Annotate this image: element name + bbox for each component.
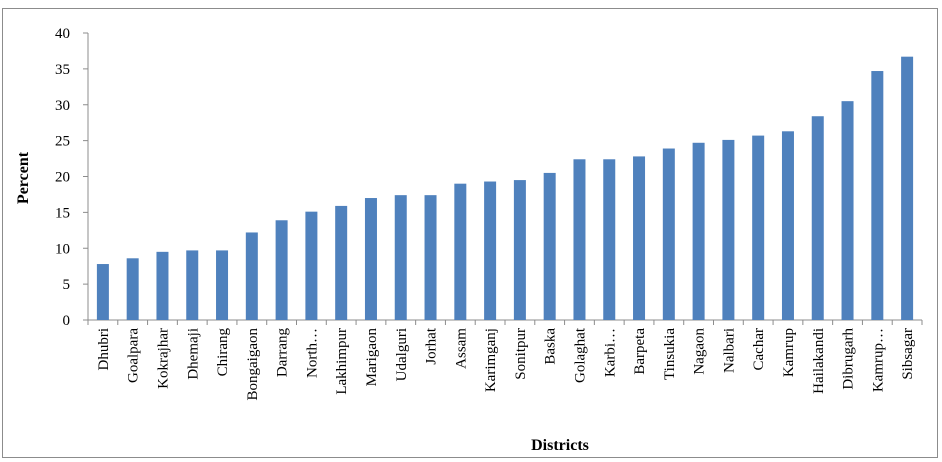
bar [484,181,497,320]
x-tick-label: Tinsukia [662,328,678,380]
x-tick-label: Kamrup [781,328,797,377]
x-tick-label: Kokrajhar [155,328,171,389]
x-ticks: Dhubri Goalpara Kokrajhar Dhemaji Chirang Bon… [87,320,923,401]
bar [96,264,109,320]
y-tick-label: 40 [55,26,70,42]
bar [186,250,199,320]
x-tick-label: Jorhat [424,327,440,364]
x-tick-label: Darrang [275,328,291,378]
bar [364,198,377,320]
x-tick-label: Assam [453,328,469,369]
x-tick-label: Golaghat [572,327,588,383]
bar [722,139,735,320]
bar [305,211,318,320]
bar [603,159,616,320]
bar [662,148,675,320]
x-tick-label: Karbi… [602,328,618,377]
x-tick-label: Dibrugarh [841,328,857,390]
y-ticks: 0 5 10 15 20 25 30 35 40 [55,26,88,329]
x-tick-label: Goalpara [126,328,142,383]
x-tick-label: Nalbari [721,328,737,373]
y-axis-title: Percent [15,151,32,204]
axes [87,33,922,321]
x-tick-label: Udalguri [394,328,410,381]
bar [633,156,646,320]
bar [781,131,794,320]
x-tick-label: North… [304,328,320,378]
x-axis-title: Districts [531,437,589,454]
bar [841,101,854,320]
bar [454,183,467,320]
bar [811,116,824,320]
bar [394,195,407,320]
x-tick-label: Bongaigaon [245,328,261,401]
x-tick-label: Baska [543,328,559,365]
bar [692,142,705,320]
x-tick-label: Chirang [215,328,231,377]
x-tick-label: Sonitpur [513,328,529,380]
x-tick-label: Marigaon [364,328,380,387]
bar [216,250,229,320]
bar [245,232,258,320]
bar [156,251,169,320]
x-tick-label: Hailakandi [811,328,827,394]
y-tick-label: 10 [55,241,70,257]
bar [126,258,139,320]
bar [752,135,765,320]
bar [513,180,526,320]
bar [573,159,586,320]
y-tick-label: 15 [55,205,70,221]
x-tick-label: Lakhimpur [334,328,350,395]
x-tick-label: Dhemaji [185,328,201,380]
x-tick-label: Nagaon [692,328,708,375]
x-tick-label: Karimganj [483,328,499,392]
x-tick-label: Barpeta [632,328,648,375]
bar [871,71,884,320]
x-tick-label: Sibsagar [900,328,916,380]
y-tick-label: 35 [55,62,70,78]
y-tick-label: 0 [63,313,71,329]
x-tick-label: Kamrup… [870,328,886,392]
y-tick-label: 30 [55,98,70,114]
bar [335,205,348,320]
y-tick-label: 25 [55,134,70,150]
y-tick-label: 20 [55,170,70,186]
x-tick-label: Cachar [751,328,767,370]
x-tick-label: Dhubri [96,328,112,371]
y-tick-label: 5 [63,277,71,293]
bar [424,195,437,320]
bar [543,172,556,320]
bar [275,220,288,320]
bar [901,56,914,321]
bars [96,56,914,321]
